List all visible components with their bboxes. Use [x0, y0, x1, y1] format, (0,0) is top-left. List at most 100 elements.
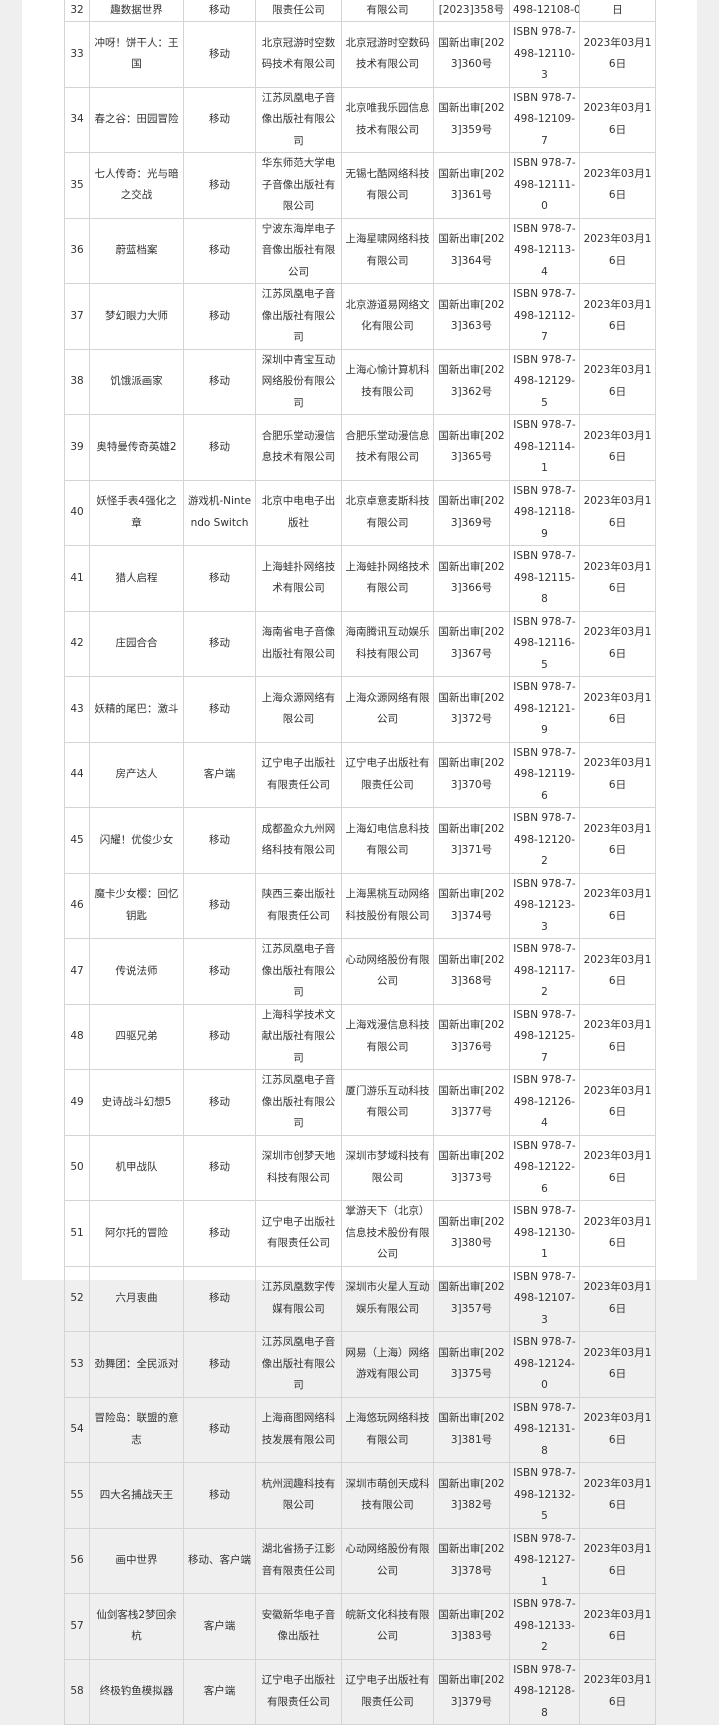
operator: 深圳市梦域科技有限公司 — [341, 1134, 434, 1201]
approval-date: 2023年03月16日 — [579, 807, 656, 874]
row-number: 42 — [64, 610, 90, 677]
isbn: ISBN 978-7-498-12107-3 — [509, 1265, 580, 1332]
approval-date: 2023年03月16日 — [579, 152, 656, 219]
approval-number: 国新出审[2023]373号 — [433, 1134, 510, 1201]
row-number: 52 — [64, 1265, 90, 1332]
publisher: 江苏凤凰电子音像出版社有限公司 — [255, 1069, 342, 1136]
publisher: 湖北省扬子江影音有限责任公司 — [255, 1527, 342, 1594]
isbn: ISBN 978-7-498-12123-3 — [509, 872, 580, 939]
publisher: 上海蛙扑网络技术有限公司 — [255, 545, 342, 612]
operator: 北京唯我乐园信息技术有限公司 — [341, 86, 434, 153]
approval-date: 2023年03月16日 — [579, 1462, 656, 1529]
table-row: 49 史诗战斗幻想5 移动 江苏凤凰电子音像出版社有限公司 厦门游乐互动科技有限公司 国新… — [64, 1069, 656, 1136]
approval-date: 2023年03月16日 — [579, 610, 656, 677]
publisher: 华东师范大学电子音像出版社有限公司 — [255, 152, 342, 219]
table-row: 51 阿尔托的冒险 移动 辽宁电子出版社有限责任公司 掌游天下（北京）信息技术股份有限公… — [64, 1200, 656, 1267]
approval-date: 2023年03月16日 — [579, 1003, 656, 1070]
game-name: 四大名捕战天王 — [89, 1462, 184, 1529]
approval-number: 国新出审[2023]370号 — [433, 741, 510, 808]
approval-date: 2023年03月16日 — [579, 1069, 656, 1136]
table-row: 53 劲舞团：全民派对 移动 江苏凤凰电子音像出版社有限公司 网易（上海）网络游戏有限公… — [64, 1331, 656, 1398]
game-name: 六月衷曲 — [89, 1265, 184, 1332]
platform: 移动 — [183, 217, 256, 284]
platform: 移动 — [183, 1200, 256, 1267]
row-number: 35 — [64, 152, 90, 219]
platform: 移动 — [183, 1265, 256, 1332]
platform: 移动 — [183, 545, 256, 612]
row-number: 51 — [64, 1200, 90, 1267]
approval-date: 2023年03月16日 — [579, 1134, 656, 1201]
platform: 移动 — [183, 152, 256, 219]
approval-number: 国新出审[2023]375号 — [433, 1331, 510, 1398]
approval-number: 国新出审[2023]377号 — [433, 1069, 510, 1136]
operator: 上海星啸网络科技有限公司 — [341, 217, 434, 284]
isbn: ISBN 978-7-498-12120-2 — [509, 807, 580, 874]
table-row: 41 猎人启程 移动 上海蛙扑网络技术有限公司 上海蛙扑网络技术有限公司 国新出审[202… — [64, 545, 656, 612]
table-row: 52 六月衷曲 移动 江苏凤凰数字传媒有限公司 深圳市火星人互动娱乐有限公司 国新出审[2… — [64, 1265, 656, 1332]
platform: 客户端 — [183, 1658, 256, 1725]
game-name: 闪耀！优俊少女 — [89, 807, 184, 874]
game-name: 妖怪手表4强化之章 — [89, 479, 184, 546]
isbn: ISBN 978-7-498-12119-6 — [509, 741, 580, 808]
publisher: 成都盈众九州网络科技有限公司 — [255, 807, 342, 874]
approval-number: 国新出审[2023]382号 — [433, 1462, 510, 1529]
operator: 上海蛙扑网络技术有限公司 — [341, 545, 434, 612]
platform: 移动 — [183, 1003, 256, 1070]
approval-number: 国新出审[2023]383号 — [433, 1593, 510, 1660]
game-name: 奥特曼传奇英雄2 — [89, 414, 184, 481]
approval-date: 2023年03月16日 — [579, 21, 656, 88]
isbn: ISBN 978-7-498-12121-9 — [509, 676, 580, 743]
approval-date: 2023年03月16日 — [579, 1331, 656, 1398]
isbn: ISBN 978-7-498-12130-1 — [509, 1200, 580, 1267]
approval-date: 2023年03月16日 — [579, 938, 656, 1005]
operator: 北京卓意麦斯科技有限公司 — [341, 479, 434, 546]
game-name: 蔚蓝档案 — [89, 217, 184, 284]
publisher: 上海众源网络有限公司 — [255, 676, 342, 743]
approval-date: 2023年03月16日 — [579, 1200, 656, 1267]
approval-date: 2023年03月16日 — [579, 1593, 656, 1660]
operator: 辽宁电子出版社有限责任公司 — [341, 1658, 434, 1725]
approval-number: 国新出审[2023]360号 — [433, 21, 510, 88]
table-row: 58 终极钓鱼模拟器 客户端 辽宁电子出版社有限责任公司 辽宁电子出版社有限责任公司 国新… — [64, 1658, 656, 1725]
publisher: 宁波东海岸电子音像出版社有限公司 — [255, 217, 342, 284]
table-row: 33 冲呀！饼干人：王国 移动 北京冠游时空数码技术有限公司 北京冠游时空数码技术有限公… — [64, 21, 656, 88]
approval-number: 国新出审[2023]376号 — [433, 1003, 510, 1070]
content-panel: 32 趣数据世界 移动 限责任公司 有限公司 [2023]358号 498-12108-0 日… — [22, 0, 697, 1725]
platform: 游戏机-Nintendo Switch — [183, 479, 256, 546]
publisher: 上海商图网络科技发展有限公司 — [255, 1396, 342, 1463]
approval-date: 2023年03月16日 — [579, 1396, 656, 1463]
platform: 移动 — [183, 676, 256, 743]
publisher: 江苏凤凰电子音像出版社有限公司 — [255, 1331, 342, 1398]
platform: 移动、客户端 — [183, 1527, 256, 1594]
platform: 客户端 — [183, 741, 256, 808]
row-number: 55 — [64, 1462, 90, 1529]
platform: 移动 — [183, 938, 256, 1005]
publisher: 辽宁电子出版社有限责任公司 — [255, 1200, 342, 1267]
publisher: 江苏凤凰电子音像出版社有限公司 — [255, 938, 342, 1005]
platform: 客户端 — [183, 1593, 256, 1660]
operator: 上海幻电信息科技有限公司 — [341, 807, 434, 874]
publisher: 北京中电电子出版社 — [255, 479, 342, 546]
table-row: 43 妖精的尾巴：激斗 移动 上海众源网络有限公司 上海众源网络有限公司 国新出审[202… — [64, 676, 656, 743]
game-approval-table: 32 趣数据世界 移动 限责任公司 有限公司 [2023]358号 498-12108-0 日… — [64, 0, 656, 1725]
approval-date: 2023年03月16日 — [579, 1658, 656, 1725]
approval-date: 日 — [579, 0, 656, 22]
operator: 上海众源网络有限公司 — [341, 676, 434, 743]
isbn: ISBN 978-7-498-12133-2 — [509, 1593, 580, 1660]
approval-date: 2023年03月16日 — [579, 741, 656, 808]
isbn: ISBN 978-7-498-12113-4 — [509, 217, 580, 284]
row-number: 34 — [64, 86, 90, 153]
isbn: ISBN 978-7-498-12124-0 — [509, 1331, 580, 1398]
publisher: 陕西三秦出版社有限责任公司 — [255, 872, 342, 939]
table-row: 35 七人传奇：光与暗之交战 移动 华东师范大学电子音像出版社有限公司 无锡七酷网络科技… — [64, 152, 656, 219]
publisher: 江苏凤凰电子音像出版社有限公司 — [255, 86, 342, 153]
table-row: 36 蔚蓝档案 移动 宁波东海岸电子音像出版社有限公司 上海星啸网络科技有限公司 国新出审… — [64, 217, 656, 284]
approval-date: 2023年03月16日 — [579, 348, 656, 415]
table-row: 34 春之谷：田园冒险 移动 江苏凤凰电子音像出版社有限公司 北京唯我乐园信息技术有限公… — [64, 86, 656, 153]
row-number: 39 — [64, 414, 90, 481]
approval-number: 国新出审[2023]366号 — [433, 545, 510, 612]
approval-date: 2023年03月16日 — [579, 676, 656, 743]
isbn: ISBN 978-7-498-12112-7 — [509, 283, 580, 350]
approval-date: 2023年03月16日 — [579, 414, 656, 481]
operator: 有限公司 — [341, 0, 434, 22]
